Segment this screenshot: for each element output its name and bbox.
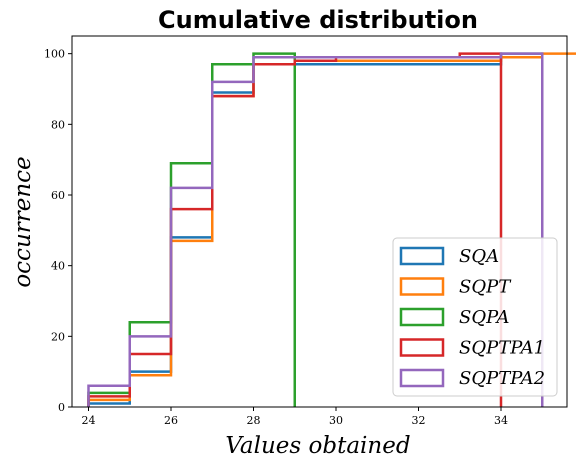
legend-swatch-sqa	[399, 246, 445, 266]
series-layer	[87, 52, 576, 407]
legend-swatch-sqptpa2	[399, 368, 445, 388]
legend-label-sqpa: SQPA	[459, 307, 510, 328]
y-tick-label: 20	[51, 330, 65, 343]
legend-label-sqa: SQA	[459, 246, 499, 267]
plot-frame	[71, 35, 568, 408]
legend-swatch-sqpt	[399, 277, 445, 296]
x-axis: 24 26 28 30 32 34	[82, 407, 508, 427]
x-tick-label: 26	[164, 414, 178, 427]
legend-label-sqptpa1: SQPTPA1	[459, 338, 545, 359]
y-axis: 0 20 40 60 80 100	[44, 48, 72, 414]
y-tick-label: 40	[51, 260, 65, 273]
x-tick-label: 30	[329, 414, 343, 427]
y-tick-label: 100	[44, 48, 65, 61]
legend-label-sqptpa2: SQPTPA2	[459, 368, 545, 389]
y-axis-label: occurrence	[10, 156, 36, 287]
y-tick-label: 0	[58, 401, 65, 414]
legend-label-sqpt: SQPT	[459, 277, 512, 298]
series-sqptpa2-line	[87, 52, 544, 407]
x-axis-label: Values obtained	[225, 433, 410, 459]
legend-swatch-sqpa	[399, 307, 445, 327]
series-sqpa-line	[87, 52, 296, 407]
legend-swatch-sqptpa1	[399, 338, 445, 357]
x-tick-label: 28	[247, 414, 261, 427]
y-tick-label: 60	[51, 189, 65, 202]
x-tick-label: 32	[412, 414, 426, 427]
x-tick-label: 24	[82, 414, 96, 427]
y-tick-label: 80	[51, 118, 65, 131]
legend: SQA SQPT SQPA SQPTPA1 SQPTPA2	[392, 237, 558, 397]
chart-title: Cumulative distribution	[158, 6, 478, 34]
x-tick-label: 34	[494, 414, 508, 427]
